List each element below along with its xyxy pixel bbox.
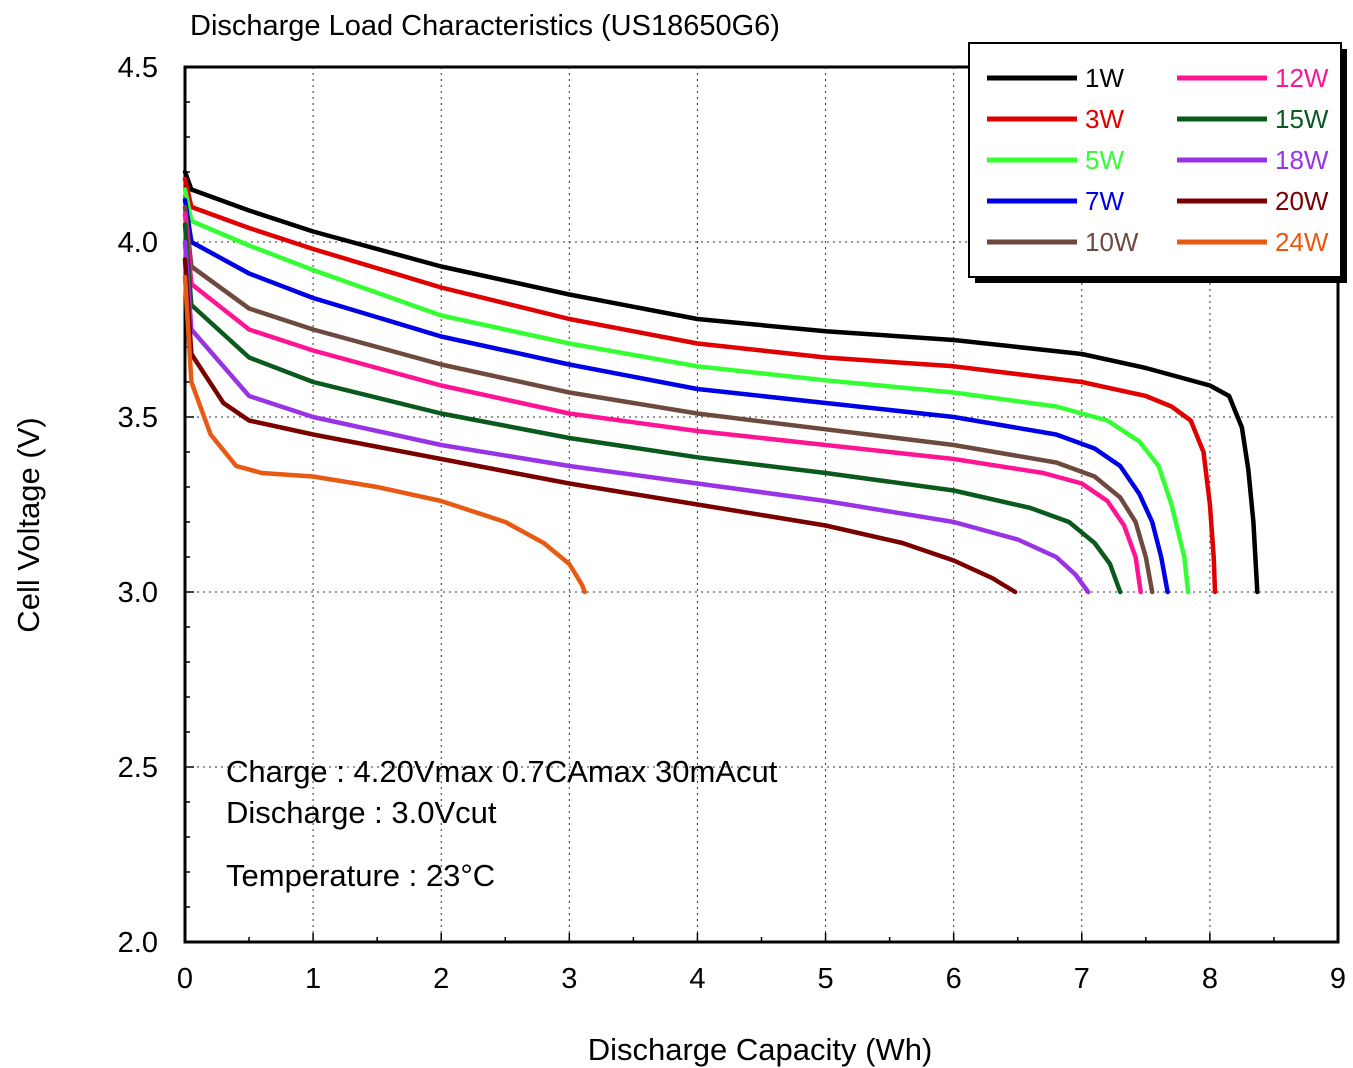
x-tick-label: 9 [1330,963,1346,995]
legend-label-7W: 7W [1085,186,1124,216]
series-line-18W [182,239,1091,595]
y-tick-label: 3.5 [118,402,158,434]
series-line-15W [182,222,1123,595]
y-tick-label: 2.5 [118,752,158,784]
y-tick-label: 3.0 [118,577,158,609]
legend-label-24W: 24W [1275,227,1329,257]
x-tick-label: 7 [1074,963,1090,995]
x-tick-label: 3 [561,963,577,995]
x-tick-label: 2 [433,963,449,995]
series-line-7W [182,197,1170,595]
charge-note: Charge : 4.20Vmax 0.7CAmax 30mAcut [226,754,778,789]
series-line-1W [182,169,1260,595]
y-tick-label: 4.0 [118,227,158,259]
y-tick-labels: 2.0 2.5 3.0 3.5 4.0 4.5 [118,52,158,959]
y-axis-title: Cell Voltage (V) [11,417,46,632]
series-line-12W [182,211,1143,595]
x-tick-label: 1 [305,963,321,995]
y-tick-label: 4.5 [118,52,158,84]
x-tick-label: 8 [1202,963,1218,995]
temperature-note: Temperature : 23°C [226,858,495,893]
legend-label-18W: 18W [1275,145,1329,175]
series-lines [182,169,1260,595]
legend-items: 1W 3W 5W 7W 10W 12W 15W 18W 20W 24W [987,63,1329,257]
x-tick-label: 6 [946,963,962,995]
x-tick-label: 4 [689,963,705,995]
legend-label-15W: 15W [1275,104,1329,134]
x-tick-labels: 0 1 2 3 4 5 6 7 8 9 [177,963,1346,995]
legend: 1W 3W 5W 7W 10W 12W 15W 18W 20W 24W [968,42,1347,283]
series-line-5W [182,187,1191,595]
legend-label-10W: 10W [1085,227,1139,257]
legend-label-20W: 20W [1275,186,1329,216]
plot-frame [183,65,1340,944]
discharge-note: Discharge : 3.0Vcut [226,795,497,830]
legend-label-3W: 3W [1085,104,1124,134]
legend-label-12W: 12W [1275,63,1329,93]
series-line-24W [182,274,587,595]
legend-label-5W: 5W [1085,145,1124,175]
series-line-10W [182,204,1155,595]
y-tick-label: 2.0 [118,927,158,959]
series-line-3W [182,176,1218,595]
chart-title: Discharge Load Characteristics (US18650G… [190,10,780,42]
series-line-20W [182,257,1018,595]
x-tick-label: 0 [177,963,193,995]
x-axis-title: Discharge Capacity (Wh) [588,1032,933,1067]
legend-label-1W: 1W [1085,63,1124,93]
x-tick-label: 5 [817,963,833,995]
